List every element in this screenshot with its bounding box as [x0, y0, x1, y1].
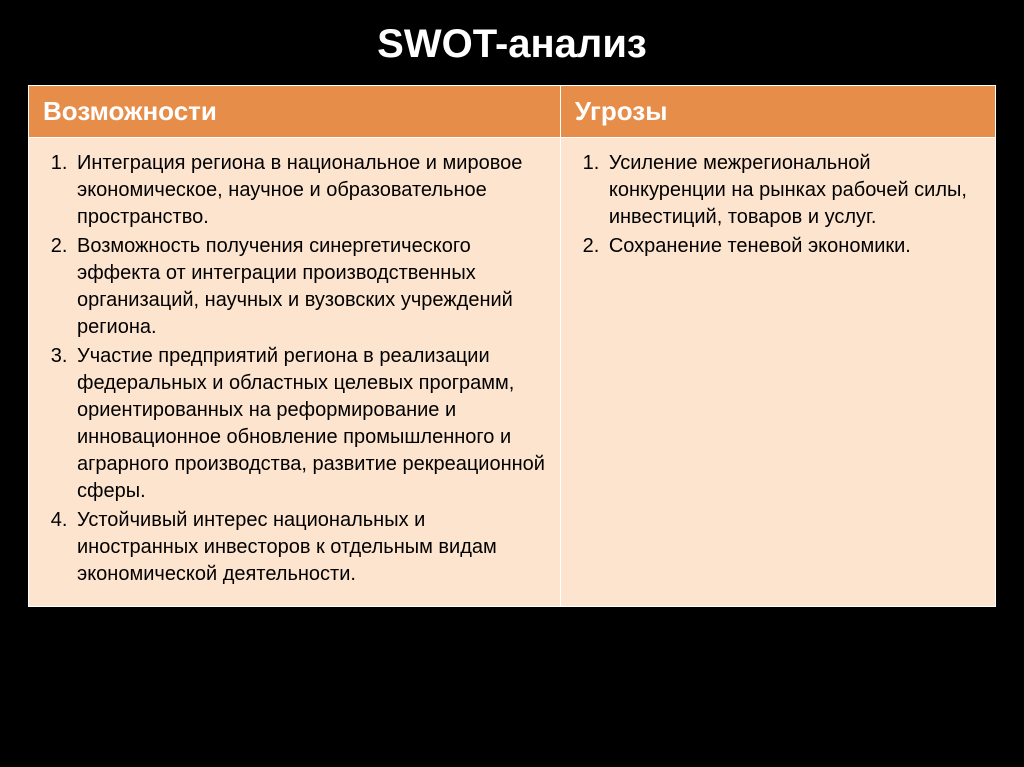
header-opportunities: Возможности [29, 86, 561, 138]
swot-table: Возможности Угрозы Интеграция региона в … [28, 85, 996, 607]
list-item: Интеграция региона в национальное и миро… [73, 150, 546, 231]
list-item: Устойчивый интерес национальных и иностр… [73, 507, 546, 588]
threats-list: Усиление межрегиональной конкуренции на … [575, 150, 981, 260]
table-header-row: Возможности Угрозы [29, 86, 996, 138]
cell-opportunities: Интеграция региона в национальное и миро… [29, 138, 561, 607]
list-item: Усиление межрегиональной конкуренции на … [605, 150, 981, 231]
opportunities-list: Интеграция региона в национальное и миро… [43, 150, 546, 588]
list-item: Возможность получения синергетического э… [73, 233, 546, 341]
table-row: Интеграция региона в национальное и миро… [29, 138, 996, 607]
slide-title: SWOT-анализ [28, 22, 996, 67]
list-item: Сохранение теневой экономики. [605, 233, 981, 260]
list-item: Участие предприятий региона в реализации… [73, 343, 546, 505]
cell-threats: Усиление межрегиональной конкуренции на … [560, 138, 995, 607]
header-threats: Угрозы [560, 86, 995, 138]
